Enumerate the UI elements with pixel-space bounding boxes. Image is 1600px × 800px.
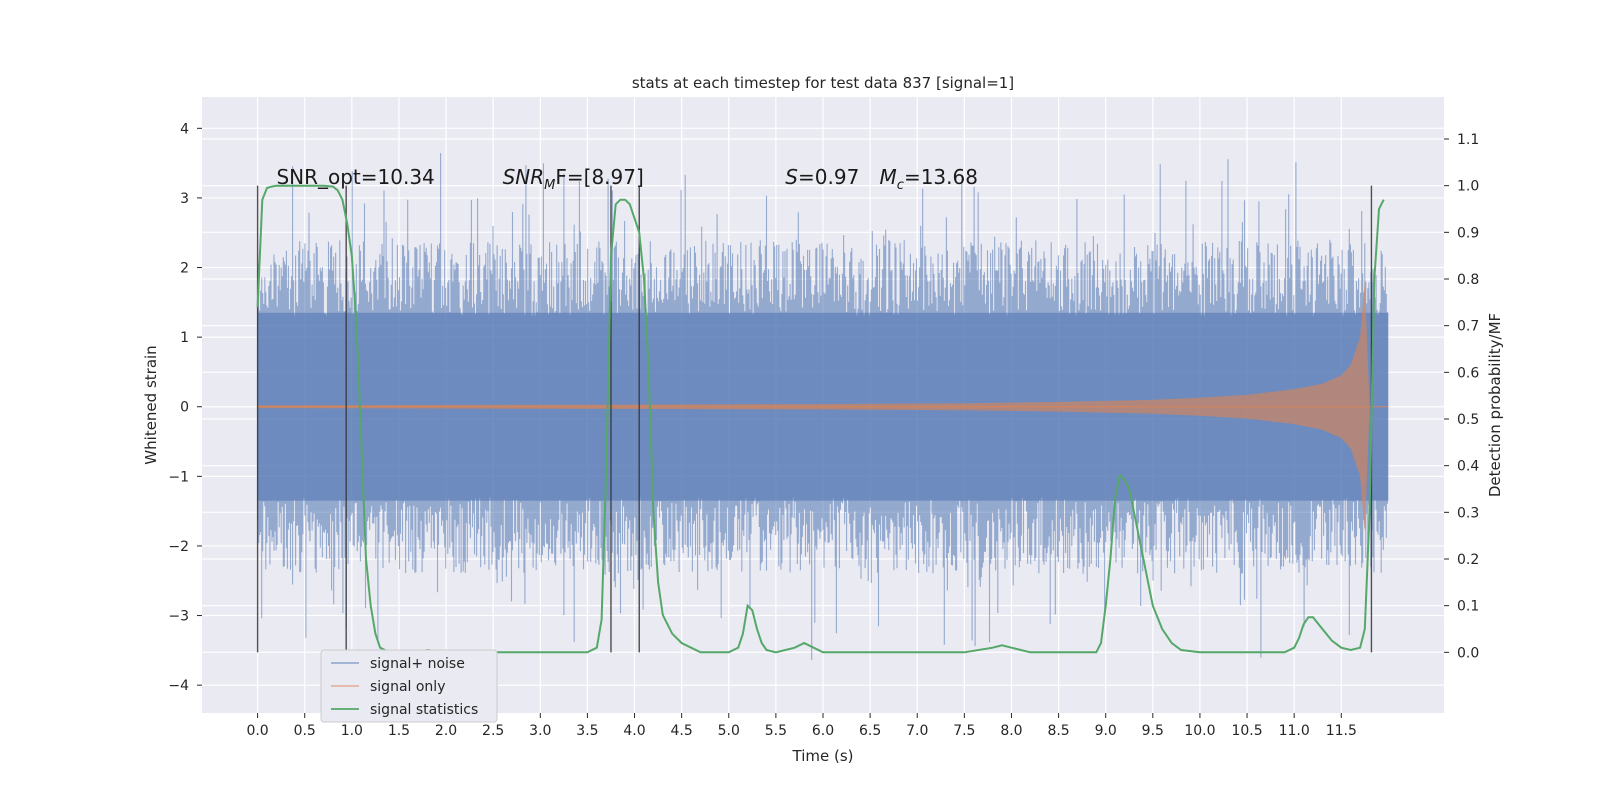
x-tick-label: 11.5 <box>1326 723 1357 739</box>
y-right-tick-label: 0.6 <box>1457 365 1479 381</box>
y-tick-label: 0 <box>180 400 189 416</box>
legend-label-signal-noise: signal+ noise <box>370 656 465 672</box>
x-tick-label: 9.5 <box>1142 723 1164 739</box>
y-tick-label: 1 <box>180 330 189 346</box>
y-right-tick-label: 0.3 <box>1457 505 1479 521</box>
x-tick-label: 6.5 <box>859 723 881 739</box>
ticks: 0.0 0.5 1.0 1.5 2.0 2.5 3.0 3.5 4.0 4.5 5.0 5.5 6.0 6… <box>168 121 1479 739</box>
legend-box <box>320 649 498 723</box>
y-tick-label: −1 <box>168 469 189 485</box>
x-tick-label: 11.0 <box>1279 723 1310 739</box>
y-axis-label-right: Detection probability/MF <box>1486 313 1504 497</box>
series-signal-only <box>257 281 1389 532</box>
x-axis-label: Time (s) <box>792 747 854 765</box>
y-right-tick-label: 0.8 <box>1457 272 1479 288</box>
x-tick-label: 8.5 <box>1047 723 1069 739</box>
legend-label-signal-statistics: signal statistics <box>370 702 478 718</box>
y-right-tick-label: 1.1 <box>1457 132 1479 148</box>
y-right-tick-label: 0.0 <box>1457 645 1479 661</box>
annotation: S=0.97 <box>785 165 859 189</box>
annotation: Mc=13.68 <box>880 165 978 193</box>
y-right-tick-label: 1.0 <box>1457 179 1479 195</box>
x-tick-label: 0.5 <box>294 723 316 739</box>
x-tick-label: 8.0 <box>1000 723 1022 739</box>
y-tick-label: 3 <box>180 191 189 207</box>
x-tick-label: 10.0 <box>1184 723 1215 739</box>
legend: signal+ noise signal only signal statist… <box>320 649 498 723</box>
annotations: SNR_opt=10.34 SNRMF=[8.97] S=0.97 Mc=13.68 <box>276 165 978 193</box>
x-tick-label: 5.0 <box>718 723 740 739</box>
series-signal-statistics <box>256 184 1385 654</box>
x-tick-label: 0.0 <box>246 723 268 739</box>
y-right-tick-label: 0.9 <box>1457 225 1479 241</box>
annotation: SNR_opt=10.34 <box>276 165 434 189</box>
y-axis-label: Whitened strain <box>142 345 160 464</box>
y-tick-label: 4 <box>180 121 189 137</box>
y-right-tick-label: 0.1 <box>1457 599 1479 615</box>
y-right-tick-label: 0.7 <box>1457 319 1479 335</box>
x-tick-label: 7.5 <box>953 723 975 739</box>
x-tick-label: 5.5 <box>765 723 787 739</box>
x-tick-label: 4.5 <box>671 723 693 739</box>
y-tick-label: −3 <box>168 609 189 625</box>
x-tick-label: 2.5 <box>482 723 504 739</box>
y-tick-label: −4 <box>168 678 189 694</box>
annotation: SNRMF=[8.97] <box>503 165 644 193</box>
chart-title: stats at each timestep for test data 837… <box>632 74 1014 92</box>
y-right-tick-label: 0.5 <box>1457 412 1479 428</box>
x-tick-label: 6.0 <box>812 723 834 739</box>
legend-label-signal-only: signal only <box>370 679 445 695</box>
x-tick-label: 1.0 <box>341 723 363 739</box>
y-tick-label: −2 <box>168 539 189 555</box>
x-tick-label: 3.5 <box>576 723 598 739</box>
y-tick-label: 2 <box>180 261 189 277</box>
x-tick-label: 9.0 <box>1095 723 1117 739</box>
x-tick-label: 1.5 <box>388 723 410 739</box>
x-tick-label: 10.5 <box>1231 723 1262 739</box>
x-tick-label: 2.0 <box>435 723 457 739</box>
x-tick-label: 3.0 <box>529 723 551 739</box>
y-right-tick-label: 0.4 <box>1457 459 1479 475</box>
x-tick-label: 7.0 <box>906 723 928 739</box>
y-right-tick-label: 0.2 <box>1457 552 1479 568</box>
statistics-line <box>256 184 1385 654</box>
x-tick-label: 4.0 <box>623 723 645 739</box>
